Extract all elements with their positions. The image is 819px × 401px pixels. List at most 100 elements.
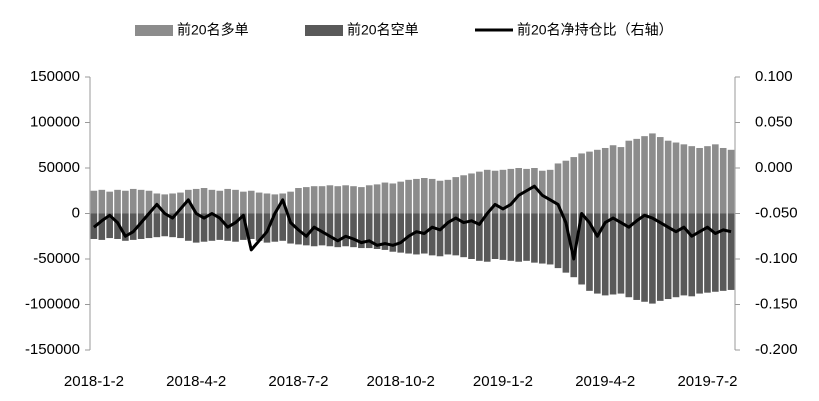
bar xyxy=(719,213,727,291)
bar xyxy=(727,213,735,290)
bar xyxy=(562,160,570,214)
bar xyxy=(365,185,373,214)
bar xyxy=(704,213,711,293)
bar xyxy=(617,147,625,214)
bar xyxy=(586,213,593,291)
bar xyxy=(216,190,224,214)
bar xyxy=(271,213,279,242)
bar xyxy=(185,213,192,241)
bar xyxy=(350,213,357,248)
bar xyxy=(90,190,98,214)
bar xyxy=(405,179,412,214)
bar xyxy=(672,142,680,214)
bar xyxy=(255,213,263,241)
bar xyxy=(531,168,538,214)
bar xyxy=(389,183,397,214)
legend-label: 前20名空单 xyxy=(347,22,419,38)
bar xyxy=(169,193,176,214)
bar xyxy=(515,213,522,262)
x-tick-label: 2018-10-2 xyxy=(367,373,435,390)
bar xyxy=(625,213,633,298)
bar xyxy=(570,213,578,278)
bar xyxy=(696,213,703,294)
bar xyxy=(719,147,727,214)
bar xyxy=(271,194,279,214)
bar xyxy=(523,213,530,261)
bar xyxy=(295,188,302,214)
bar xyxy=(98,189,106,214)
bar xyxy=(672,213,680,298)
bar xyxy=(633,213,640,300)
bar xyxy=(664,213,672,300)
bar xyxy=(232,189,239,214)
bar xyxy=(318,186,326,214)
bar xyxy=(546,169,554,214)
bar xyxy=(601,147,609,214)
bar xyxy=(625,140,633,214)
bar xyxy=(554,163,562,214)
bar xyxy=(460,175,467,214)
bar xyxy=(279,213,287,241)
bar xyxy=(326,185,334,214)
bar xyxy=(491,213,499,259)
bar xyxy=(106,191,113,214)
bar xyxy=(680,213,688,296)
bar xyxy=(476,213,483,261)
bar xyxy=(287,213,294,244)
bar xyxy=(483,213,491,262)
bar xyxy=(177,192,184,214)
bar xyxy=(318,213,326,246)
bar xyxy=(428,178,436,214)
bar xyxy=(664,140,672,214)
bar xyxy=(413,178,420,214)
bar xyxy=(247,190,255,214)
bar xyxy=(145,213,153,239)
line xyxy=(92,184,732,261)
bar xyxy=(515,168,522,214)
bar xyxy=(609,213,617,295)
bar xyxy=(200,213,208,242)
x-tick-label: 2019-7-2 xyxy=(677,373,737,390)
bar xyxy=(98,213,106,240)
y2-tick-label: -0.150 xyxy=(755,295,798,312)
y2-tick-label: 0.050 xyxy=(755,113,793,130)
bar xyxy=(232,213,239,242)
y-tick-label: -100000 xyxy=(25,295,80,312)
bar xyxy=(507,213,515,261)
bar xyxy=(381,182,389,214)
bar xyxy=(129,213,137,240)
bar xyxy=(476,171,483,214)
bar xyxy=(122,190,129,214)
bar xyxy=(617,213,625,294)
bar xyxy=(405,213,412,254)
bar xyxy=(216,213,224,240)
bar xyxy=(656,213,664,301)
y-tick-label: 100000 xyxy=(30,113,80,130)
bar xyxy=(586,151,593,214)
bar xyxy=(137,213,145,239)
bar xyxy=(727,149,735,214)
bar xyxy=(192,188,200,214)
bar xyxy=(114,213,121,239)
bar xyxy=(649,133,656,214)
bar xyxy=(680,144,688,214)
bar xyxy=(397,181,405,214)
bar xyxy=(570,157,578,214)
bar xyxy=(389,213,397,252)
x-tick-label: 2018-7-2 xyxy=(268,373,328,390)
bar xyxy=(538,170,546,214)
legend-swatch xyxy=(305,25,343,36)
bar xyxy=(712,213,719,292)
bar xyxy=(240,191,247,214)
bar xyxy=(452,177,460,214)
bar xyxy=(334,213,342,248)
bar xyxy=(538,213,546,264)
bar xyxy=(578,213,585,285)
bar xyxy=(460,213,467,258)
y2-tick-label: 0.100 xyxy=(755,68,793,85)
bar xyxy=(106,213,113,239)
bar xyxy=(334,186,342,214)
bar xyxy=(200,188,208,214)
bar xyxy=(208,189,216,214)
